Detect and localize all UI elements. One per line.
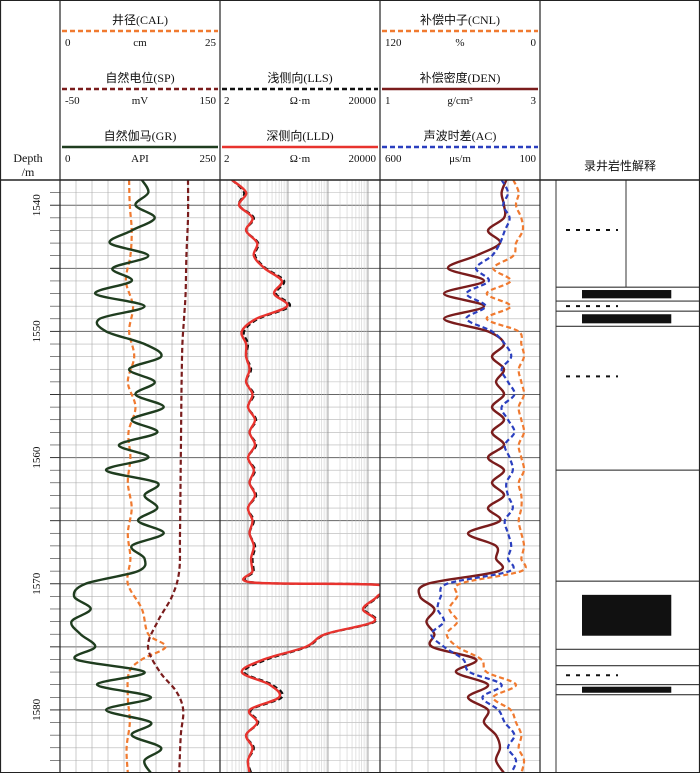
ac-min: 600 (385, 153, 402, 165)
gr-unit: API (131, 153, 149, 165)
lithology-layer-box (555, 648, 700, 667)
lls-curve-name: 浅侧向(LLS) (267, 70, 332, 85)
depth-tick-label: 1550 (31, 320, 43, 343)
ac-unit: μs/m (449, 153, 471, 165)
lls-curve (231, 180, 380, 773)
gr-curve (70, 180, 165, 773)
cal-curve-name: 井径(CAL) (112, 13, 168, 27)
lithology-layer-box (555, 469, 700, 582)
lithology-layer-box (555, 179, 700, 288)
lithology-layer (555, 469, 700, 582)
gr-curve-name: 自然伽马(GR) (104, 128, 177, 143)
cal-max: 25 (205, 37, 217, 49)
sandstone-bar (582, 290, 672, 299)
sandstone-bar (582, 594, 672, 636)
lithology-layer (555, 684, 700, 696)
depth-tick-label: 1560 (31, 446, 43, 469)
gr-max: 250 (200, 153, 217, 165)
curve-layer (70, 180, 527, 773)
cal-unit: cm (133, 37, 147, 49)
header-legend-lines (62, 29, 538, 149)
lithology-layer (555, 665, 700, 686)
lld-max: 20000 (349, 153, 377, 165)
lld-curve-name: 深侧向(LLD) (266, 128, 333, 143)
lls-min: 2 (224, 95, 230, 107)
cnl-curve-name: 补偿中子(CNL) (420, 12, 500, 27)
den-min: 1 (385, 95, 391, 107)
depth-label-line2: /m (22, 165, 35, 179)
gr-min: 0 (65, 153, 71, 165)
cal-curve (124, 180, 167, 773)
ac-curve-name: 声波时差(AC) (424, 129, 497, 143)
lithology-layer-box (555, 694, 700, 773)
cnl-unit: % (455, 37, 464, 49)
cnl-max: 0 (531, 37, 537, 49)
lithology-layer (555, 286, 700, 302)
lithology-layer (555, 648, 700, 667)
depth-label-line1: Depth (13, 151, 42, 165)
lld-min: 2 (224, 153, 230, 165)
sandstone-bar (582, 314, 672, 324)
interpretation-title: 录井岩性解释 (584, 158, 656, 173)
sp-curve (146, 180, 190, 773)
lithology-layer (555, 694, 700, 773)
lld-curve (231, 180, 380, 773)
depth-tick-label: 1580 (31, 698, 43, 721)
sp-unit: mV (132, 95, 149, 107)
cal-min: 0 (65, 37, 71, 49)
lls-max: 20000 (349, 95, 377, 107)
den-max: 3 (531, 95, 537, 107)
den-curve-name: 补偿密度(DEN) (420, 70, 501, 85)
depth-axis-ticks: 1540 1550 1560 1570 1580 (31, 179, 60, 773)
lld-unit: Ω·m (290, 153, 311, 165)
sp-max: 150 (200, 95, 217, 107)
cnl-min: 120 (385, 37, 402, 49)
interpretation-column (555, 179, 700, 773)
depth-tick-label: 1570 (31, 572, 43, 595)
den-unit: g/cm³ (447, 95, 473, 107)
lithology-layer (555, 300, 700, 312)
lithology-layer-box (555, 325, 700, 471)
lithology-layer (555, 179, 700, 288)
depth-tick-label: 1540 (31, 194, 43, 217)
sandstone-bar (582, 686, 672, 693)
lithology-layer (555, 310, 700, 327)
den-curve (417, 180, 508, 773)
ac-curve (430, 180, 518, 773)
ac-max: 100 (520, 153, 537, 165)
lls-unit: Ω·m (290, 95, 311, 107)
sp-min: -50 (65, 95, 80, 107)
lithology-layer (555, 325, 700, 471)
lithology-layer (555, 580, 700, 650)
header-labels: Depth /m 井径(CAL) 0 cm 25 自然电位(SP) -50 mV… (13, 12, 656, 179)
sp-curve-name: 自然电位(SP) (105, 70, 174, 85)
cnl-curve (445, 180, 527, 773)
